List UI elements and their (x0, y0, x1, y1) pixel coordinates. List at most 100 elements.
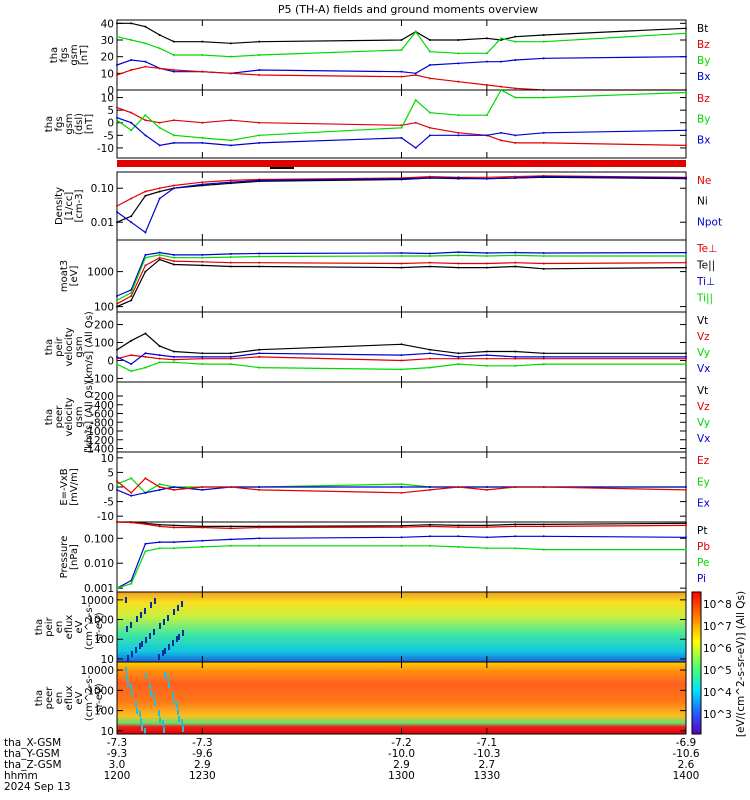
data-point (158, 361, 161, 364)
data-point (514, 35, 517, 38)
data-point (400, 359, 403, 362)
data-point (400, 262, 403, 265)
ytick-label: 30 (101, 35, 114, 47)
data-point (258, 134, 261, 137)
data-point (116, 74, 118, 76)
ylabel-line: sr-eV) (94, 612, 105, 641)
ytick-label: -800 (90, 417, 114, 429)
data-point (542, 267, 545, 270)
data-point (229, 119, 232, 122)
spectrogram-streak (162, 720, 164, 726)
data-point (130, 215, 133, 218)
ylabel-line: [cm-3] (74, 189, 85, 222)
data-point (685, 352, 687, 355)
panel-6: -10 -5 0 5 10 E=-VxB [mV/m] Ez Ey Ex (59, 451, 710, 523)
data-point (201, 256, 204, 259)
data-point (485, 354, 488, 357)
xrow-value: 1400 (673, 770, 700, 782)
spectrogram-streak (163, 727, 165, 733)
data-point (258, 255, 261, 258)
data-point (144, 270, 147, 273)
ytick-label: 100 (94, 634, 114, 646)
ytick-label: 5 (107, 467, 114, 479)
spectrogram-streak (145, 637, 147, 643)
ylabel-line: eV (74, 620, 85, 633)
colorbar-tick-label: 10^5 (703, 665, 732, 677)
data-point (201, 488, 204, 491)
xrow-label-0: tha_X-GSM (4, 737, 61, 749)
ytick-label: 0 (107, 118, 114, 130)
data-point (485, 52, 488, 55)
data-point (400, 177, 403, 180)
legend-entry: Ti⊥ (696, 276, 715, 288)
data-point (457, 62, 460, 65)
panel-frame (116, 521, 687, 593)
ylabel-line: Pressure (59, 536, 70, 579)
legend-entry: Pe (697, 557, 709, 569)
data-point (116, 363, 118, 366)
data-point (158, 253, 161, 256)
ylabel-line: gsm (74, 406, 85, 427)
ylabel-line: fgs (59, 47, 70, 62)
data-point (116, 106, 118, 109)
spectrogram-streak (181, 601, 183, 607)
data-point (400, 491, 403, 494)
data-point (414, 121, 417, 124)
ytick-label: 0 (107, 85, 114, 97)
data-point (229, 144, 232, 147)
legend-entry: Ti|| (696, 293, 713, 305)
data-point (172, 260, 175, 263)
spectrogram-streak (178, 716, 180, 722)
data-point (685, 486, 687, 488)
data-point (457, 39, 460, 41)
data-point (172, 541, 175, 544)
data-point (229, 538, 232, 541)
data-point (685, 144, 687, 147)
spectrogram-fill (117, 662, 686, 734)
legend-entry: Bt (697, 23, 708, 35)
data-point (457, 114, 460, 117)
data-point (201, 54, 204, 56)
data-point (116, 483, 118, 486)
spectrogram-streak (153, 629, 155, 635)
data-point (130, 197, 133, 200)
ytick-label: 200 (94, 320, 114, 332)
legend-entry: Vx (697, 433, 710, 445)
data-point (542, 548, 545, 551)
data-point (158, 144, 161, 147)
xrow-value: 2.7 (478, 759, 495, 771)
legend-entry: Te⊥ (696, 243, 717, 255)
spectrogram-streak (182, 630, 184, 636)
data-point (428, 134, 431, 137)
data-point (485, 176, 488, 179)
legend-entry: Vt (697, 315, 708, 327)
data-point (457, 363, 460, 366)
ylabel-line: [mV/m] (69, 468, 80, 506)
data-point (172, 488, 175, 491)
data-point (144, 332, 147, 335)
data-point (172, 361, 175, 364)
data-point (542, 141, 545, 144)
spectrogram-streak (167, 615, 169, 621)
data-point (158, 488, 161, 491)
data-point (414, 146, 417, 149)
spectrogram-streak (130, 622, 132, 628)
data-point (428, 265, 431, 268)
ytick-label: -5 (104, 130, 114, 142)
data-point (144, 194, 147, 197)
data-point (457, 535, 460, 538)
data-point (158, 67, 161, 70)
data-point (414, 72, 417, 75)
spectrogram-streak (149, 633, 151, 639)
xrow-value: -9.3 (107, 748, 128, 760)
data-point (229, 357, 232, 360)
data-point (229, 252, 232, 255)
data-point (685, 536, 687, 539)
ylabel-line: velocity (64, 397, 75, 436)
data-point (514, 175, 517, 178)
data-point (542, 355, 545, 358)
ytick-label: 20 (101, 52, 114, 64)
data-point (542, 352, 545, 355)
data-point (229, 72, 232, 75)
